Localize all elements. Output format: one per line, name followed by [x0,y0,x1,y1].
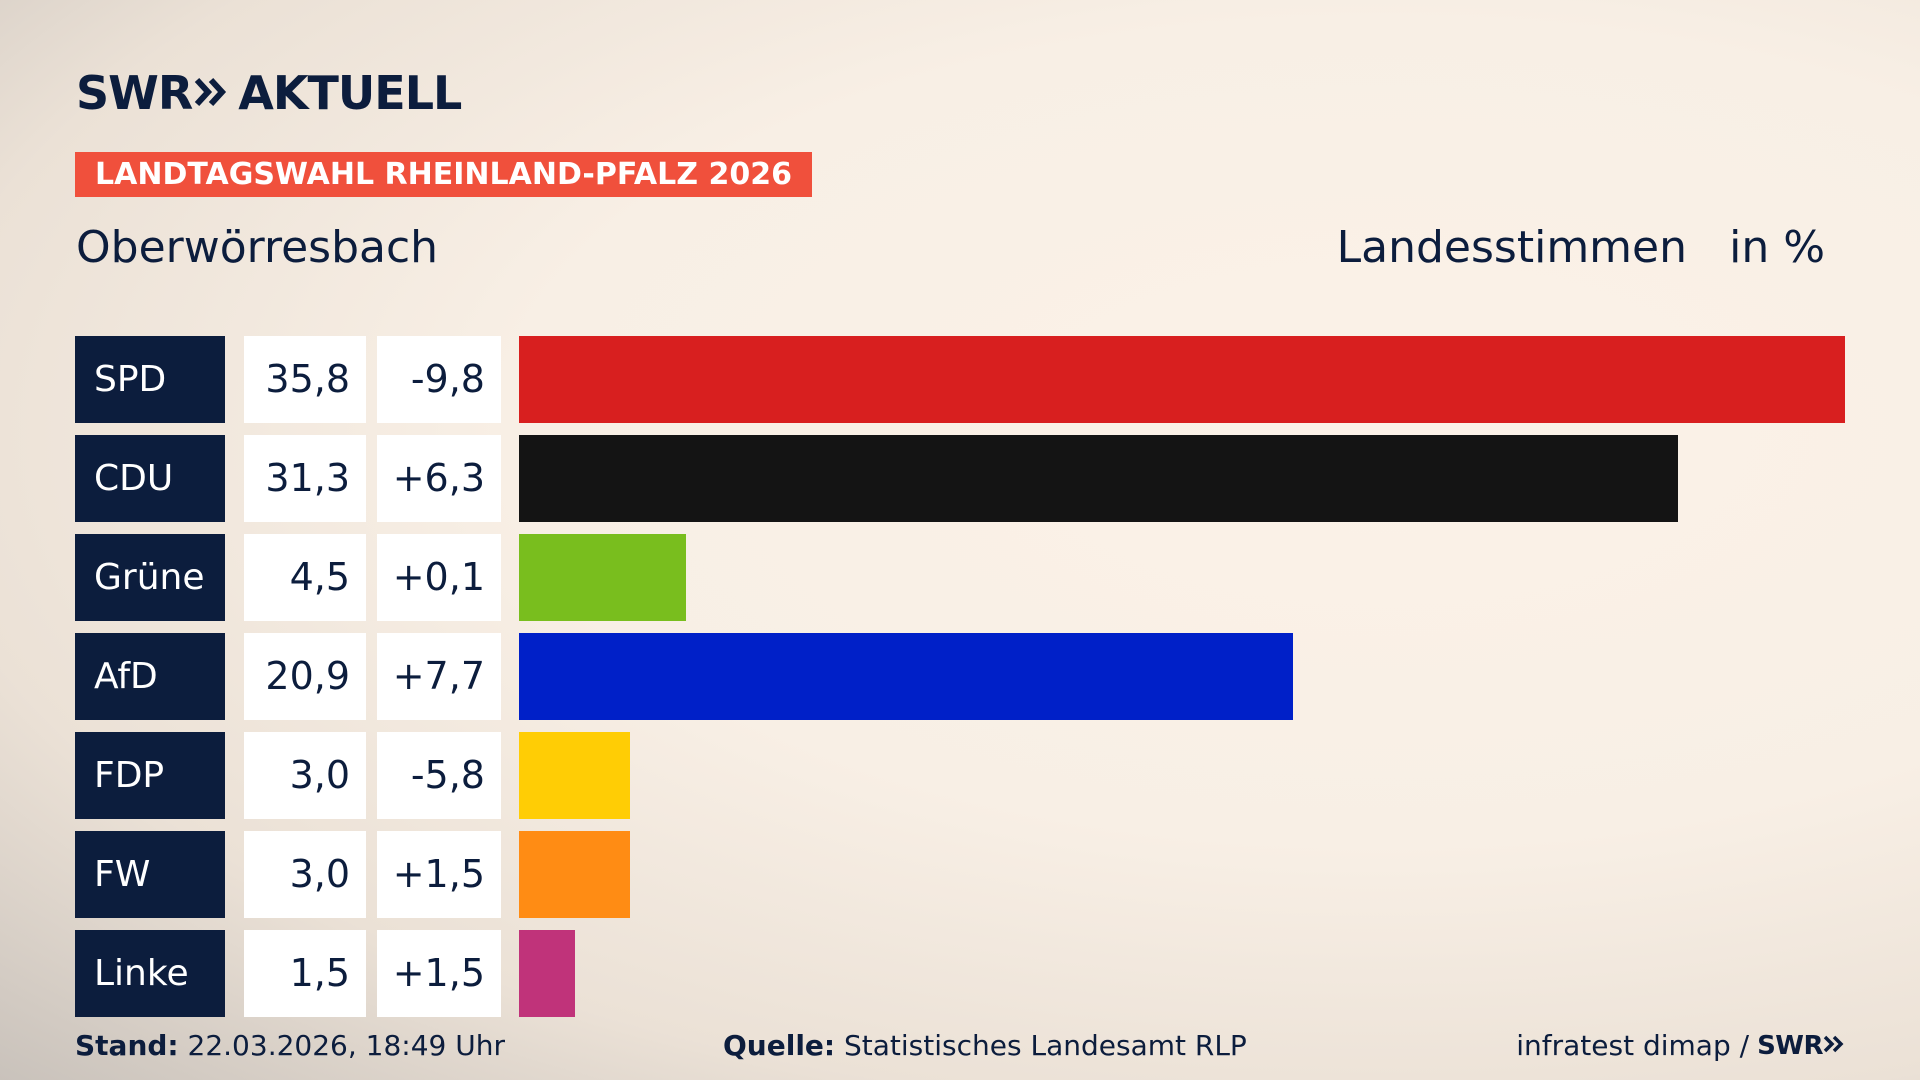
vote-change-label: -9,8 [377,336,501,423]
vote-change-label: -5,8 [377,732,501,819]
credit-text: infratest dimap / [1516,1029,1750,1062]
swr-aktuell-logo: SWR AKTUELL [76,66,462,120]
result-bar [519,336,1845,423]
vote-share-label: 31,3 [244,435,366,522]
election-badge: LANDTAGSWAHL RHEINLAND-PFALZ 2026 [75,152,812,197]
stand-value: 22.03.2026, 18:49 Uhr [187,1029,505,1062]
double-chevron-right-icon [194,66,228,120]
unit-label: in % [1729,222,1825,273]
credit-logo: SWR [1757,1028,1845,1064]
result-row: AfD 20,9 +7,7 [75,633,1845,720]
source-label: Quelle: [723,1029,836,1062]
logo-aktuell-text: AKTUELL [238,66,462,120]
credit-logo-text: SWR [1757,1031,1823,1061]
party-label: AfD [75,633,225,720]
result-row: FDP 3,0 -5,8 [75,732,1845,819]
footer-source: Quelle: Statistisches Landesamt RLP [723,1028,1247,1064]
logo-swr-text: SWR [76,66,193,120]
vote-type-label: Landesstimmen [1336,222,1687,273]
vote-share-label: 3,0 [244,732,366,819]
vote-share-label: 35,8 [244,336,366,423]
result-row: FW 3,0 +1,5 [75,831,1845,918]
result-bar [519,633,1293,720]
vote-change-label: +1,5 [377,930,501,1017]
vote-change-label: +1,5 [377,831,501,918]
result-bar [519,435,1678,522]
result-row: SPD 35,8 -9,8 [75,336,1845,423]
result-bar [519,831,630,918]
vote-share-label: 20,9 [244,633,366,720]
vote-share-label: 3,0 [244,831,366,918]
stand-label: Stand: [75,1029,179,1062]
place-title: Oberwörresbach [76,222,439,273]
vote-share-label: 4,5 [244,534,366,621]
result-bar [519,534,686,621]
vote-change-label: +7,7 [377,633,501,720]
footer-credit: infratest dimap / SWR [1516,1028,1845,1064]
result-row: Grüne 4,5 +0,1 [75,534,1845,621]
result-row: Linke 1,5 +1,5 [75,930,1845,1017]
result-bar [519,930,575,1017]
source-value: Statistisches Landesamt RLP [844,1029,1247,1062]
party-label: FDP [75,732,225,819]
vote-change-label: +6,3 [377,435,501,522]
party-label: CDU [75,435,225,522]
double-chevron-right-icon [1823,1028,1845,1064]
party-label: Linke [75,930,225,1017]
vote-change-label: +0,1 [377,534,501,621]
party-label: SPD [75,336,225,423]
party-label: Grüne [75,534,225,621]
result-bar [519,732,630,819]
result-row: CDU 31,3 +6,3 [75,435,1845,522]
vote-share-label: 1,5 [244,930,366,1017]
party-label: FW [75,831,225,918]
footer-stand: Stand: 22.03.2026, 18:49 Uhr [75,1028,505,1064]
